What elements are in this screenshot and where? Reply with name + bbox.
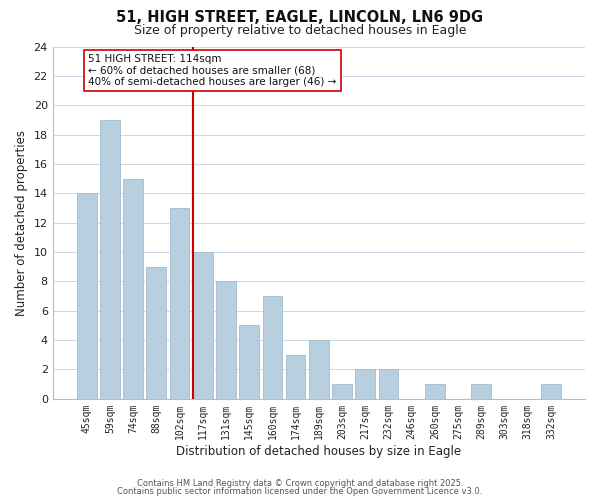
Bar [425, 384, 445, 399]
Text: Contains public sector information licensed under the Open Government Licence v3: Contains public sector information licen… [118, 487, 482, 496]
Bar [216, 282, 236, 399]
Bar [193, 252, 212, 399]
Text: 51 HIGH STREET: 114sqm
← 60% of detached houses are smaller (68)
40% of semi-det: 51 HIGH STREET: 114sqm ← 60% of detached… [88, 54, 337, 87]
Bar [541, 384, 561, 399]
Text: Contains HM Land Registry data © Crown copyright and database right 2025.: Contains HM Land Registry data © Crown c… [137, 478, 463, 488]
Bar [263, 296, 282, 399]
Bar [146, 266, 166, 399]
Bar [286, 355, 305, 399]
Text: Size of property relative to detached houses in Eagle: Size of property relative to detached ho… [134, 24, 466, 37]
Bar [123, 178, 143, 399]
Bar [77, 194, 97, 399]
X-axis label: Distribution of detached houses by size in Eagle: Distribution of detached houses by size … [176, 444, 461, 458]
Bar [170, 208, 190, 399]
Text: 51, HIGH STREET, EAGLE, LINCOLN, LN6 9DG: 51, HIGH STREET, EAGLE, LINCOLN, LN6 9DG [116, 10, 484, 25]
Bar [100, 120, 120, 399]
Bar [309, 340, 329, 399]
Bar [239, 326, 259, 399]
Bar [472, 384, 491, 399]
Bar [379, 370, 398, 399]
Bar [332, 384, 352, 399]
Bar [355, 370, 375, 399]
Y-axis label: Number of detached properties: Number of detached properties [15, 130, 28, 316]
